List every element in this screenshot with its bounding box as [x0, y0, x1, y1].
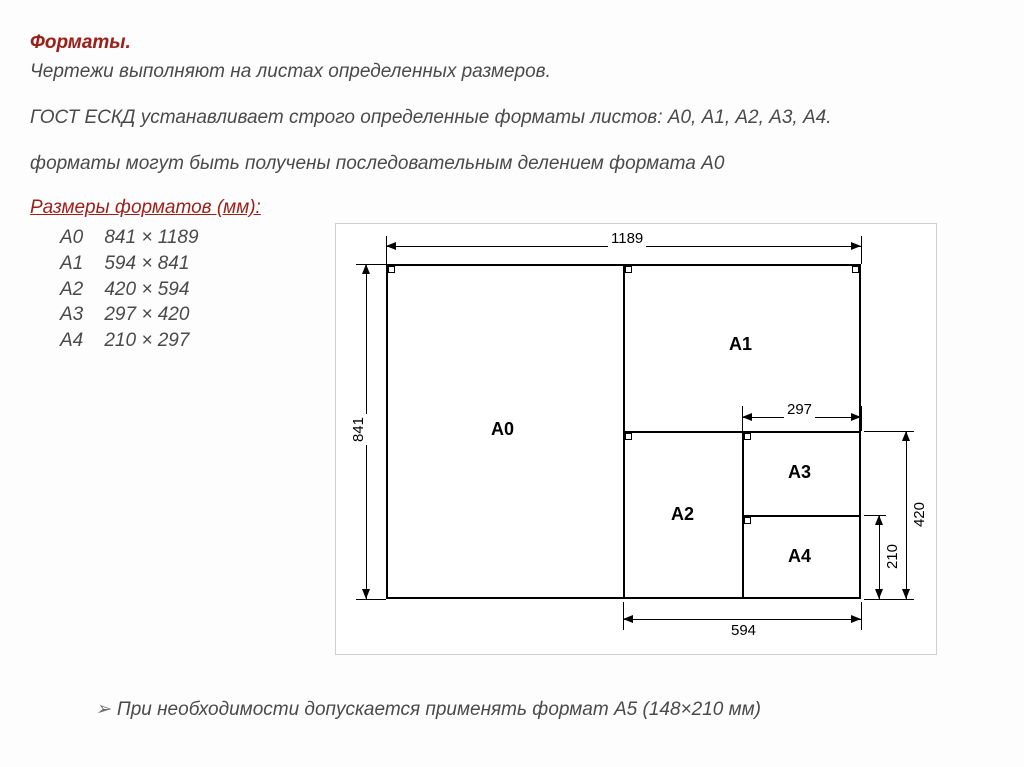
arrow-left-icon: [742, 413, 752, 421]
label-a4: А4: [788, 546, 811, 567]
corner-mark: [625, 266, 632, 273]
dim-tick: [861, 236, 862, 264]
label-a3: А3: [788, 462, 811, 483]
paragraph-1: Чертежи выполняют на листах определенных…: [30, 60, 994, 84]
arrow-up-icon: [362, 264, 370, 274]
arrow-left-icon: [623, 615, 633, 623]
dim-210: 210: [884, 541, 901, 572]
dim-1189: 1189: [608, 230, 646, 247]
label-a2: А2: [671, 504, 694, 525]
dim-tick: [356, 264, 386, 265]
label-a1: А1: [729, 334, 752, 355]
dim-tick: [861, 406, 862, 431]
formats-diagram: А0 А1 А2 А3 А4 1189 841 594: [335, 223, 937, 655]
arrow-up-icon: [875, 515, 883, 525]
dim-tick: [356, 599, 386, 600]
corner-mark: [744, 517, 751, 524]
arrow-right-icon: [851, 242, 861, 250]
footnote-text: При необходимости допускается применять …: [117, 699, 761, 720]
corner-mark: [852, 266, 859, 273]
bullet-arrow-icon: ➢: [95, 699, 111, 720]
dim-841: 841: [350, 414, 367, 445]
corner-mark: [625, 433, 632, 440]
paragraph-3: форматы могут быть получены последовател…: [30, 152, 994, 176]
arrow-right-icon: [851, 615, 861, 623]
dim-line: [906, 431, 907, 599]
dim-297: 297: [784, 401, 815, 418]
dim-line: [623, 619, 861, 620]
corner-mark: [744, 433, 751, 440]
paragraph-2: ГОСТ ЕСКД устанавливает строго определен…: [30, 106, 994, 130]
arrow-down-icon: [362, 589, 370, 599]
dim-tick: [386, 236, 387, 264]
label-a0: А0: [491, 419, 514, 440]
dim-line: [879, 515, 880, 599]
corner-mark: [388, 266, 395, 273]
dim-420: 420: [911, 499, 928, 530]
heading: Форматы.: [30, 32, 994, 54]
dim-tick: [861, 602, 862, 630]
dim-tick: [864, 599, 914, 600]
dim-594: 594: [728, 622, 759, 639]
split-a3-a4: [742, 515, 861, 517]
arrow-down-icon: [875, 589, 883, 599]
arrow-up-icon: [902, 431, 910, 441]
arrow-right-icon: [851, 413, 861, 421]
arrow-left-icon: [386, 242, 396, 250]
arrow-down-icon: [902, 589, 910, 599]
footnote: ➢ При необходимости допускается применять…: [95, 698, 761, 721]
sizes-subtitle: Размеры форматов (мм):: [30, 197, 994, 219]
